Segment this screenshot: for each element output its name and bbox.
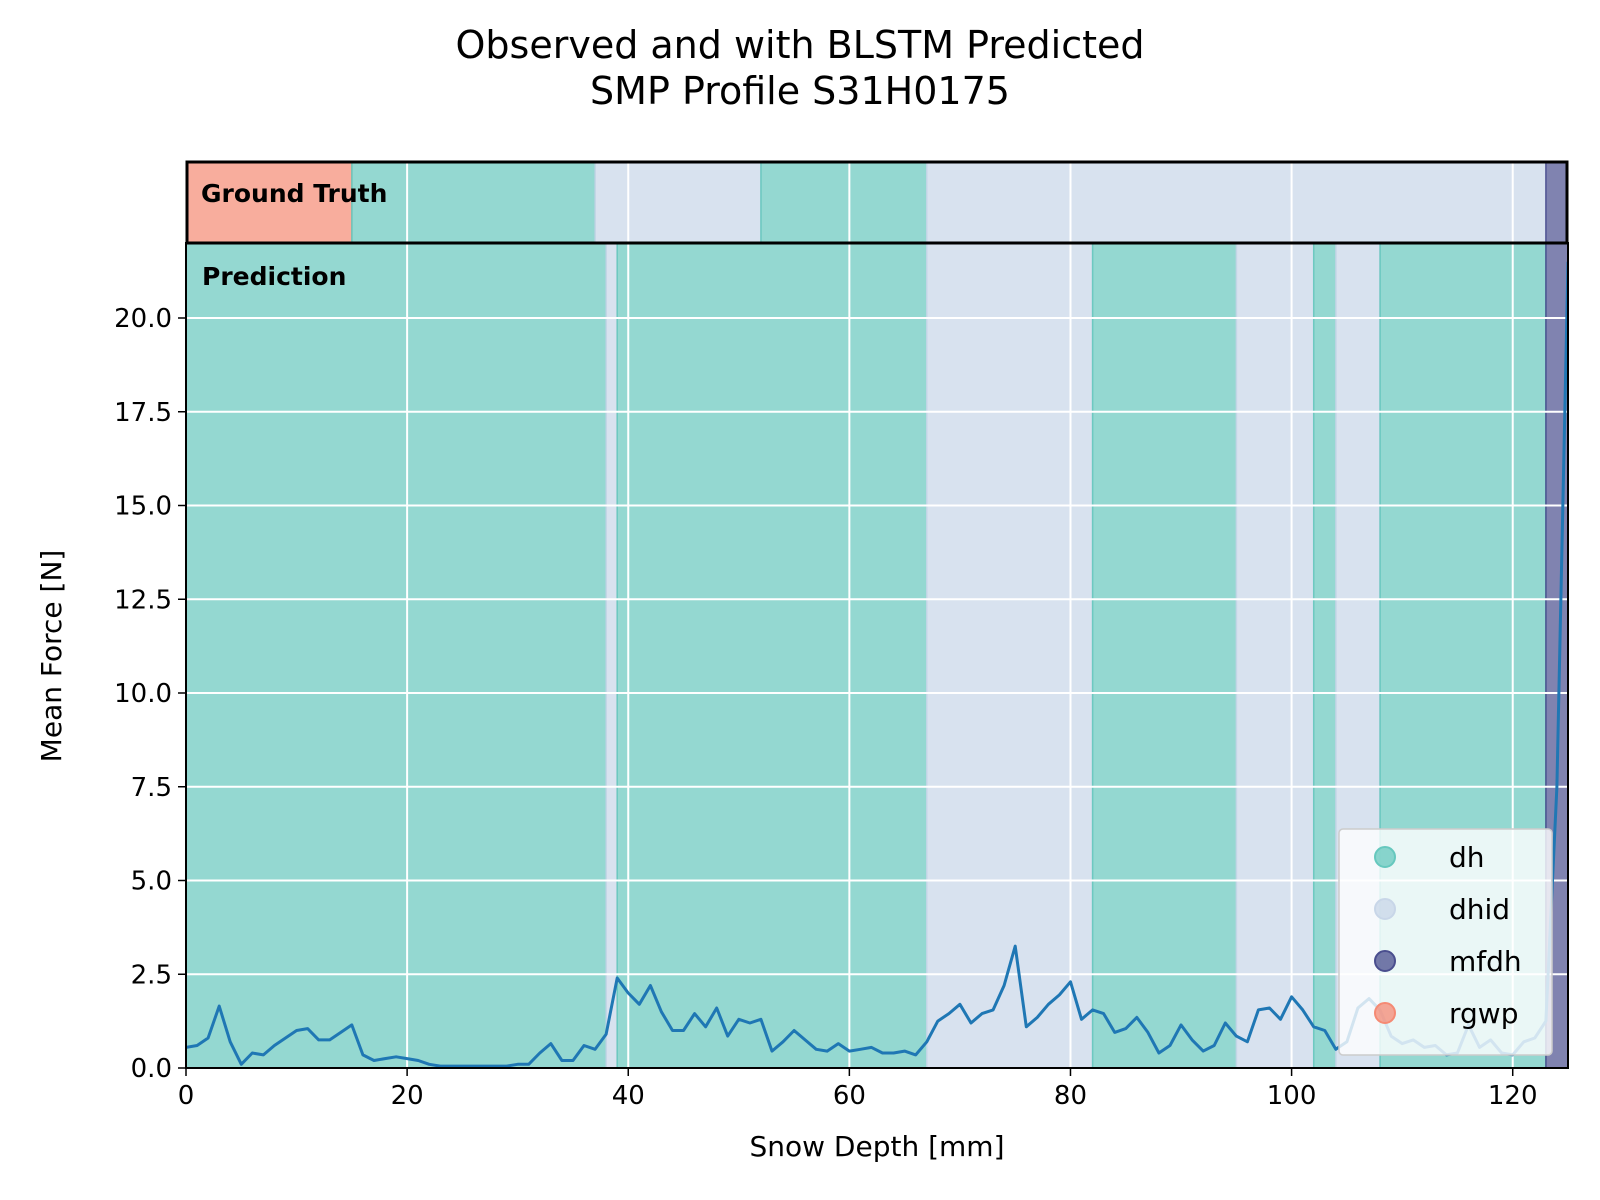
plot-frame [185, 242, 1569, 1069]
x-tick-label: 120 [1488, 1081, 1538, 1111]
prediction-band-dh [1091, 242, 1238, 1068]
x-tick-label: 40 [612, 1081, 645, 1111]
legend-label-dhid: dhid [1449, 893, 1510, 926]
y-tick-label: 2.5 [131, 960, 172, 990]
y-tick-label: 12.5 [114, 585, 172, 615]
legend-label-dh: dh [1449, 841, 1485, 874]
legend-label-rgwp: rgwp [1449, 997, 1518, 1030]
ground-truth-band-mfdh [1545, 161, 1568, 244]
legend-marker-mfdh [1374, 950, 1396, 972]
x-axis-ticks: 0 20 40 60 80 100 120 [178, 1068, 1538, 1111]
legend-marker-rgwp [1374, 1002, 1396, 1024]
grid-lines [186, 162, 1568, 1068]
x-axis-label: Snow Depth [mm] [749, 1130, 1004, 1163]
prediction-bands [186, 242, 1568, 1068]
ground-truth-band-dhid [926, 161, 1547, 244]
ground-truth-band-rgwp [186, 161, 353, 244]
y-tick-label: 10.0 [114, 679, 172, 709]
prediction-band-dh [1312, 242, 1337, 1068]
y-tick-label: 15.0 [114, 492, 172, 522]
ground-truth-band-dh [760, 161, 928, 244]
x-tick-label: 0 [178, 1081, 195, 1111]
chart-title-line1: Observed and with BLSTM Predicted [456, 23, 1145, 67]
legend: dh dhid mfdh rgwp [1338, 828, 1553, 1056]
chart-title-line2: SMP Profile S31H0175 [590, 69, 1010, 113]
prediction-label: Prediction [202, 262, 346, 291]
y-tick-label: 0.0 [131, 1054, 172, 1084]
ground-truth-bands [186, 161, 1568, 244]
legend-marker-dhid [1374, 898, 1396, 920]
legend-label-mfdh: mfdh [1449, 945, 1522, 978]
prediction-band-dhid [926, 242, 1094, 1068]
ground-truth-label: Ground Truth [201, 179, 387, 208]
x-tick-label: 100 [1267, 1081, 1317, 1111]
y-axis-ticks: 0.0 2.5 5.0 7.5 10.0 12.5 15.0 17.5 20.0 [114, 304, 186, 1084]
mean-force-line [186, 261, 1568, 1068]
y-tick-label: 20.0 [114, 304, 172, 334]
prediction-band-dhid [605, 242, 618, 1068]
prediction-band-dhid [1235, 242, 1315, 1068]
ground-truth-band-dhid [594, 161, 762, 244]
legend-marker-dh [1374, 846, 1396, 868]
x-tick-label: 80 [1054, 1081, 1087, 1111]
y-axis-label: Mean Force [N] [35, 550, 68, 763]
x-tick-label: 60 [833, 1081, 866, 1111]
prediction-band-dh [616, 242, 928, 1068]
y-tick-label: 5.0 [131, 867, 172, 897]
series-layer [186, 261, 1568, 1068]
legend-box [1338, 828, 1553, 1056]
y-tick-label: 7.5 [131, 773, 172, 803]
y-tick-label: 17.5 [114, 398, 172, 428]
ground-truth-band-dh [351, 161, 596, 244]
prediction-band-dh [186, 242, 607, 1068]
x-tick-label: 20 [391, 1081, 424, 1111]
